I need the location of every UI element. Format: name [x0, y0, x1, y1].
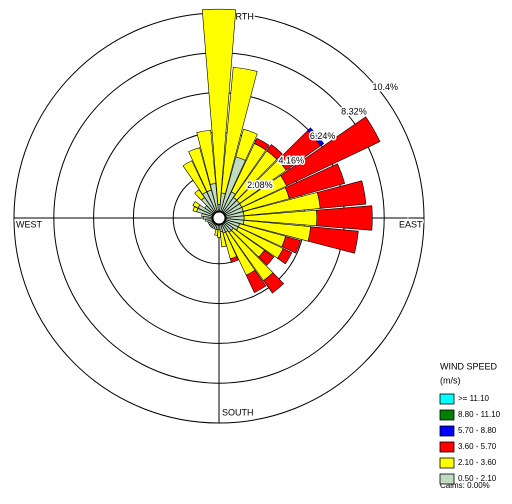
wedge-segment: [217, 229, 221, 238]
wedge-segment: [317, 180, 367, 209]
calms-text: Calms: 0.00%: [440, 481, 490, 490]
legend-label: 2.10 - 3.60: [458, 458, 497, 467]
legend-label: 8.80 - 11.10: [458, 410, 501, 419]
legend-label: >= 11.10: [458, 394, 490, 403]
wedge-segment: [194, 189, 205, 201]
wedge-segment: [281, 235, 301, 254]
wedge-segment: [219, 230, 227, 248]
legend-unit: (m/s): [440, 375, 461, 385]
wedge-segment: [196, 129, 217, 185]
calms-circle: [211, 210, 227, 226]
ring-label: 10.4%: [373, 82, 399, 92]
legend-swatch: [439, 441, 455, 453]
wedge-segment: [214, 228, 219, 236]
wedge-segment: [221, 66, 258, 195]
wedge-segment: [182, 160, 207, 195]
east-label: EAST: [399, 219, 423, 229]
wedge-segment: [277, 248, 293, 265]
wedge-segment: [235, 128, 258, 161]
legend-title: WIND SPEED: [440, 361, 498, 371]
wedge-segment: [263, 272, 285, 294]
wedge-segment: [258, 249, 275, 266]
wedge-segment: [280, 116, 381, 187]
ring-label: 2.08%: [247, 180, 273, 190]
legend-label: 5.70 - 8.80: [458, 426, 497, 435]
ring-label: 6.24%: [310, 131, 336, 141]
wedge-segment: [188, 147, 212, 193]
wedge-segment: [254, 137, 270, 151]
south-label: SOUTH: [222, 407, 254, 417]
wedge-segment: [316, 205, 373, 231]
legend-swatch: [439, 393, 455, 405]
wedge-segment: [201, 8, 237, 205]
legend-swatch: [439, 457, 455, 469]
legend-swatch: [439, 473, 455, 485]
wedge-segment: [245, 269, 267, 293]
ring-label: 4.16%: [278, 156, 304, 166]
wedge-segment: [307, 226, 359, 254]
wedge-segment: [229, 256, 239, 263]
wedge-segment: [266, 144, 283, 160]
wedge-segment: [284, 163, 346, 199]
legend-label: 0.50 - 2.10: [458, 474, 497, 483]
wedge-segment: [192, 206, 199, 213]
legend-label: 3.60 - 5.70: [458, 442, 497, 451]
ring-label: 8.32%: [341, 107, 367, 117]
west-label: WEST: [16, 219, 43, 229]
wedge-segment: [307, 127, 325, 147]
legend-swatch: [439, 409, 455, 421]
wedge-segment: [192, 201, 201, 209]
legend-swatch: [439, 425, 455, 437]
